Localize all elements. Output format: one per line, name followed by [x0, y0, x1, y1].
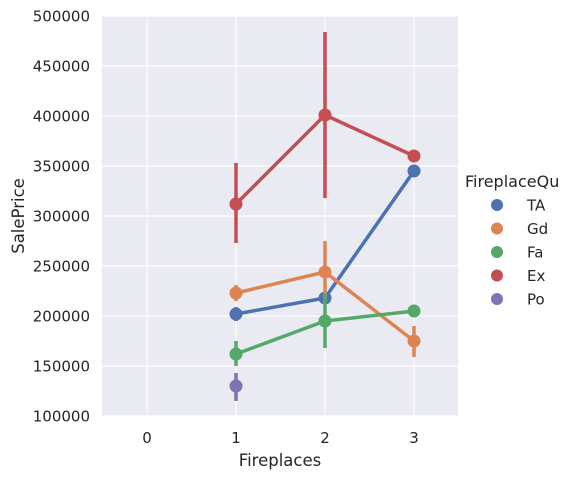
data-point — [318, 265, 332, 279]
y-tick-label: 400000 — [33, 108, 90, 126]
data-point — [407, 334, 421, 348]
x-tick-label: 1 — [231, 429, 241, 447]
legend-label: Gd — [527, 220, 548, 238]
legend-item-ta: TA — [491, 197, 546, 215]
y-tick-label: 200000 — [33, 308, 90, 326]
series-layer — [229, 32, 421, 401]
legend-marker — [491, 199, 503, 211]
legend-marker — [491, 293, 503, 305]
y-tick-label: 150000 — [33, 358, 90, 376]
x-tick-label: 0 — [142, 429, 152, 447]
data-point — [407, 304, 421, 318]
series-gd — [229, 241, 421, 357]
y-tick-label: 350000 — [33, 158, 90, 176]
legend-marker — [491, 222, 503, 235]
legend-item-fa: Fa — [491, 244, 543, 262]
data-point — [407, 164, 421, 178]
y-axis-title: SalePrice — [9, 178, 28, 254]
series-po — [229, 373, 243, 401]
y-tick-label: 300000 — [33, 208, 90, 226]
data-point — [229, 347, 243, 361]
data-point — [229, 197, 243, 211]
data-point — [318, 108, 332, 122]
legend-title: FireplaceQu — [465, 172, 559, 191]
y-tick-label: 500000 — [33, 8, 90, 26]
y-tick-labels: 100000 150000 200000 250000 300000 350000 4000… — [33, 8, 90, 426]
legend-marker — [491, 269, 503, 282]
series-ex — [229, 32, 421, 243]
legend-label: Ex — [527, 267, 545, 285]
x-axis-title: Fireplaces — [239, 451, 321, 470]
y-tick-label: 250000 — [33, 258, 90, 276]
x-tick-labels: 0 1 2 3 — [142, 429, 419, 447]
legend-item-ex: Ex — [491, 267, 545, 285]
data-point — [229, 307, 243, 321]
data-point — [229, 379, 243, 393]
y-tick-label: 450000 — [33, 58, 90, 76]
data-point — [229, 286, 243, 300]
x-tick-label: 3 — [409, 429, 419, 447]
legend: TA Gd Fa Ex Po — [491, 197, 548, 309]
legend-marker — [491, 246, 503, 258]
y-tick-label: 100000 — [33, 408, 90, 426]
legend-label: TA — [526, 197, 546, 215]
legend-item-po: Po — [491, 291, 545, 309]
data-point — [407, 149, 421, 163]
legend-label: Po — [527, 291, 545, 309]
legend-item-gd: Gd — [491, 220, 548, 238]
legend-label: Fa — [527, 244, 543, 262]
data-point — [318, 314, 332, 328]
series-fa — [229, 294, 421, 366]
x-tick-label: 2 — [320, 429, 330, 447]
